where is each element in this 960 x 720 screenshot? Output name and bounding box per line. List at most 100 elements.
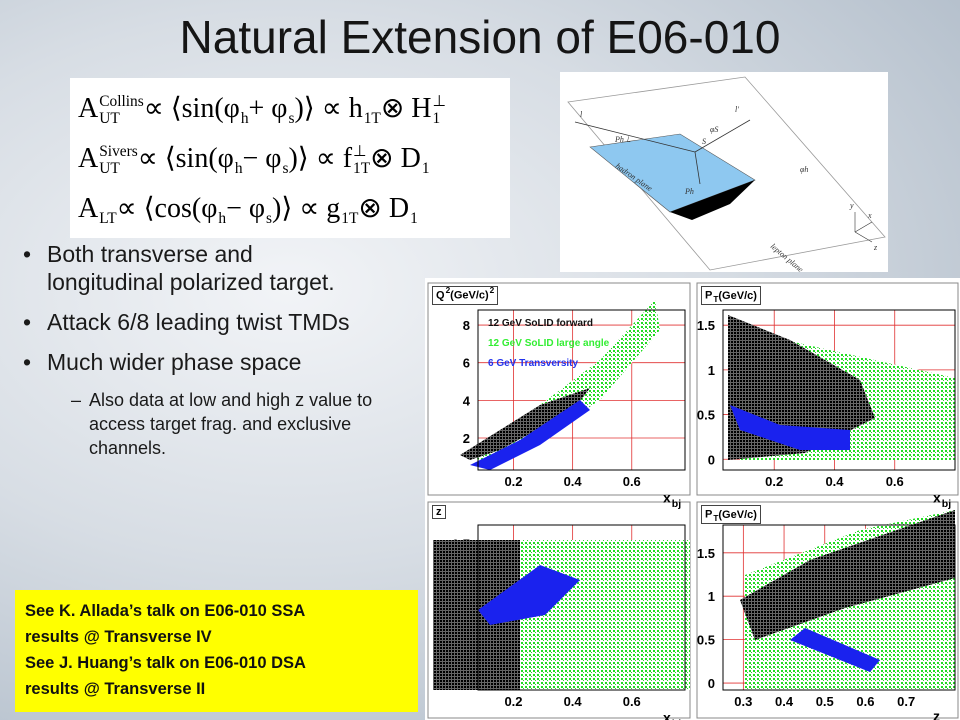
equations: A Collins UT ∝ ⟨sin(φ h + φ s)⟩ ∝ h 1T ⊗ H ⊥ 1 A… [70, 78, 510, 238]
superscript: Sivers [99, 143, 138, 161]
scripts: Collins UT [99, 93, 144, 127]
subscript: s [266, 209, 273, 227]
subscript: bj [671, 498, 682, 511]
x-tick-label: 0.7 [897, 694, 915, 709]
diagram-label: Ph [684, 187, 694, 196]
subscript: h [240, 109, 249, 127]
x-tick-label: 0.6 [886, 474, 904, 489]
subscript: 1T [363, 109, 381, 127]
diagram-label: Ph⊥ [614, 135, 631, 144]
math-text: ⊗ H [380, 93, 432, 124]
math-segment: A Collins UT [78, 84, 144, 134]
black-cloud [433, 540, 520, 690]
x-tick-label: 0.6 [856, 694, 874, 709]
math-text: z [933, 708, 940, 720]
legend-entry: 12 GeV SoLID large angle [488, 338, 610, 349]
bullet: Both transverse and longitudinal polariz… [15, 240, 355, 296]
y-tick-label: 2 [463, 431, 470, 446]
black-wedge [670, 180, 755, 220]
scripts: ⊥ 1 [433, 94, 446, 127]
subscript: h [234, 159, 243, 177]
black-cloud [460, 388, 590, 460]
plot-panel: 0.2 0.4 0.6 2 4 6 8 0.2 0.4 0.6 0 0.5 1 1.5 0.2 0.4 0.6 0… [425, 278, 960, 720]
y-tick-label: 1 [708, 363, 715, 378]
blue-cloud [470, 400, 590, 470]
math-segment: (GeV/c) [718, 509, 757, 521]
math-segment: z [436, 506, 442, 518]
math-segment: ⊗ H ⊥ 1 [381, 84, 446, 134]
diagram-label: lepton plane [769, 242, 806, 272]
diagram-label: S [702, 137, 706, 146]
superscript [341, 194, 358, 210]
legend-entry: 6 GeV Transversity [488, 358, 578, 369]
x-axis-label: xbj [663, 708, 681, 720]
y-tick-label: 1.5 [697, 318, 715, 333]
panel-frame [696, 282, 959, 496]
x-tick-label: 0.3 [734, 694, 752, 709]
black-cloud [740, 510, 955, 640]
superscript [422, 144, 430, 160]
math-segment: xbj [663, 708, 681, 720]
math-text: z [436, 506, 442, 518]
math-text: )⟩ ∝ h [294, 93, 363, 124]
plot-frame [477, 524, 686, 691]
scripts: s [266, 194, 272, 226]
math-segment: )⟩ ∝ h 1T [294, 84, 380, 134]
superscript: ⊥ [353, 143, 367, 161]
blue-cloud [790, 628, 880, 672]
math-text: (GeV/c) [450, 289, 489, 302]
y-tick-label: 4 [463, 393, 471, 408]
bullet: Attack 6/8 leading twist TMDs [15, 308, 355, 336]
x-tick-label: 0.6 [623, 474, 641, 489]
subscript: 1 [410, 209, 418, 227]
scripts: 2 [446, 286, 451, 304]
diagram-label: l [580, 110, 583, 119]
y-tick-label: 1 [708, 589, 715, 604]
math-segment: (GeV/c) [718, 290, 757, 302]
math-segment: )⟩ ∝ f ⊥ 1T [288, 134, 370, 184]
scripts: 1 [410, 194, 418, 226]
subscript [490, 296, 495, 305]
x-tick-label: 0.6 [623, 694, 641, 709]
bullet: Much wider phase space [15, 348, 355, 376]
beam-line [574, 121, 696, 153]
legend-entry: 12 GeV SoLID forward [488, 318, 593, 329]
scripts: h [235, 144, 243, 176]
math-segment: ∝ ⟨sin(φ h [144, 84, 249, 134]
scripts: s [282, 144, 288, 176]
superscript: Collins [99, 93, 144, 111]
equation: A Collins UT ∝ ⟨sin(φ h + φ s)⟩ ∝ h 1T ⊗ H ⊥ 1 [78, 84, 502, 134]
slide-title: Natural Extension of E06-010 [179, 11, 781, 63]
subscript: s [282, 159, 289, 177]
math-text: )⟩ ∝ g [272, 193, 341, 224]
x-tick-label: 0.2 [504, 694, 522, 709]
axis-x [854, 221, 873, 233]
math-text: − φ [226, 193, 266, 224]
math-text: ∝ ⟨sin(φ [137, 143, 234, 174]
plot-frame [477, 309, 686, 471]
axis-z [854, 231, 873, 243]
math-segment: ∝ ⟨cos(φ h [117, 184, 226, 234]
lepton-plane-shape [567, 76, 886, 271]
diagram-label: x [867, 211, 872, 220]
x-tick-label: 0.5 [816, 694, 834, 709]
math-text: A [78, 193, 99, 224]
scripts: 1T [341, 194, 358, 226]
subscript: 1T [353, 159, 371, 177]
scripts: ⊥ 1T [353, 143, 371, 177]
y-tick-label: 6 [463, 356, 470, 371]
subscript: 1 [421, 159, 430, 177]
note-line: results @ Transverse II [25, 680, 206, 698]
blue-cloud [478, 565, 580, 625]
superscript [364, 94, 381, 110]
scripts: h [241, 94, 249, 126]
